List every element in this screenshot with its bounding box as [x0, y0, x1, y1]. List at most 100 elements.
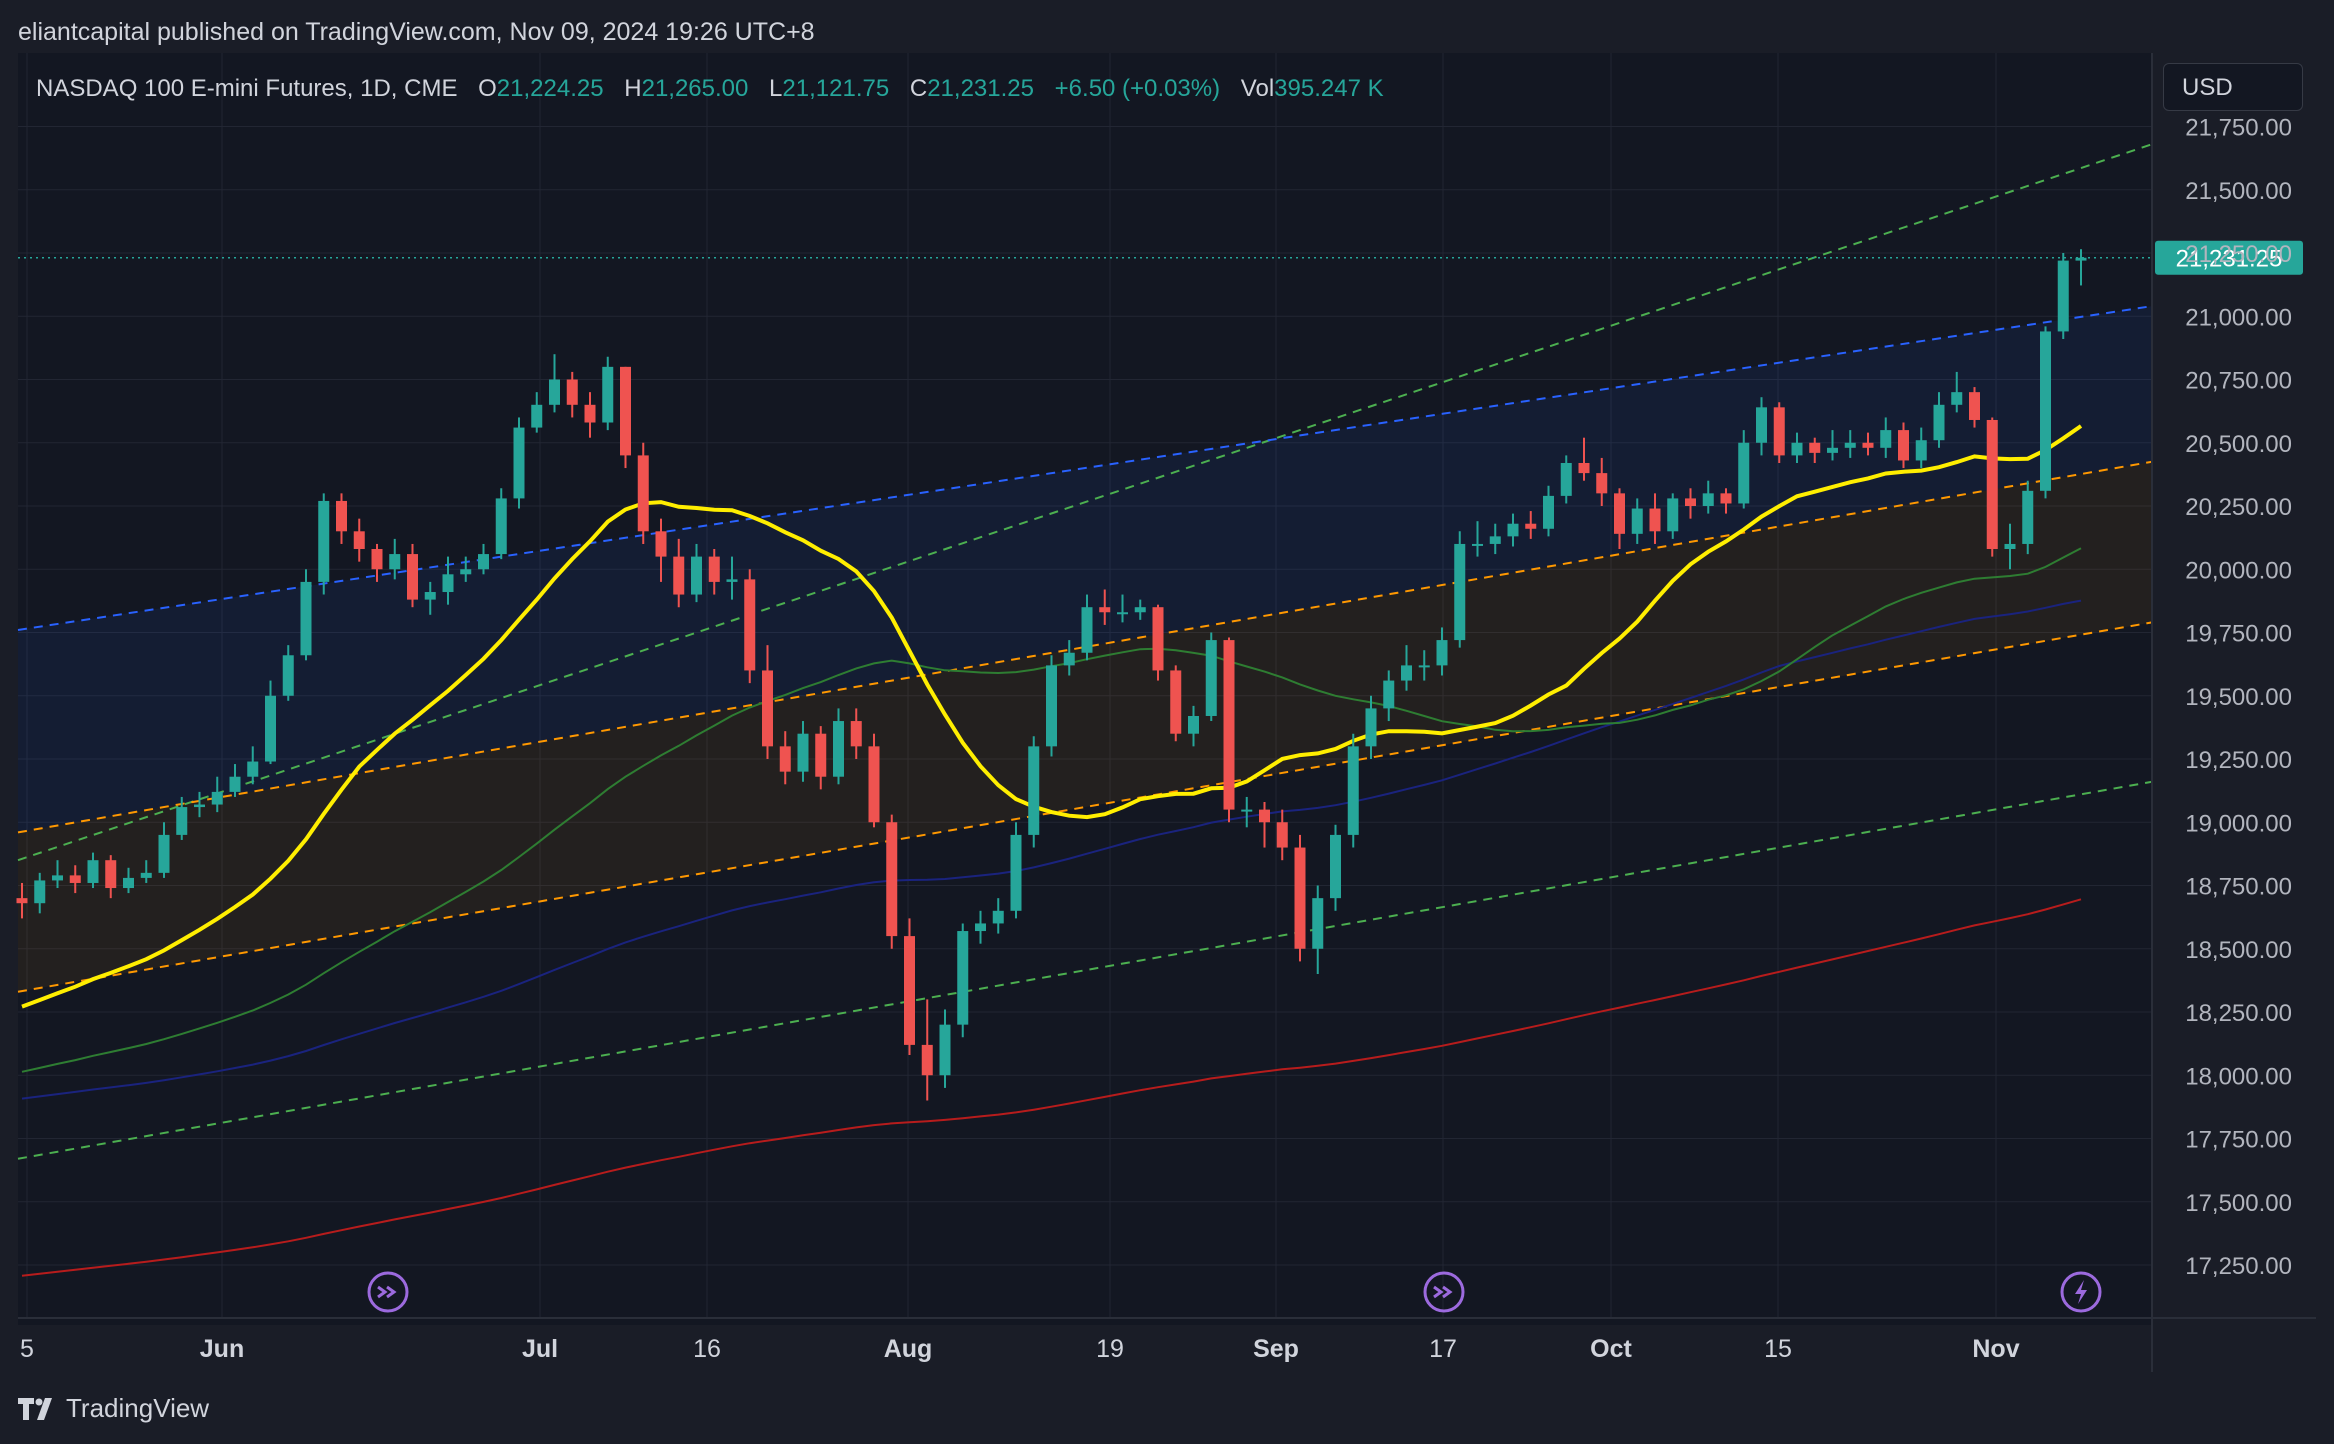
candle-body [1791, 442, 1803, 456]
price-tick-label: 20,000.00 [2185, 557, 2292, 584]
close-value: 21,231.25 [927, 75, 1034, 102]
volume-label: Vol [1240, 75, 1275, 102]
candle [957, 923, 969, 1038]
candle [921, 999, 933, 1101]
candle [974, 910, 987, 944]
candle [903, 918, 916, 1056]
candle-body [229, 776, 241, 792]
candle-body [1507, 523, 1519, 537]
symbol-name: NASDAQ 100 E-mini Futures, 1D, CME [36, 75, 458, 102]
lower-channel-line [17, 621, 2153, 993]
event-markers [367, 1271, 2102, 1313]
ma-100-line [21, 599, 2082, 1100]
economic-event-icon[interactable] [367, 1271, 409, 1313]
candle [424, 581, 436, 615]
candle [1631, 498, 1643, 544]
candlesticks [16, 249, 2087, 1101]
candle-body [1596, 473, 1608, 494]
candle-body [2004, 543, 2016, 550]
lower-band-fill [18, 461, 2152, 992]
candle [619, 366, 632, 469]
chart-area[interactable] [18, 53, 2152, 1325]
candle [726, 556, 738, 600]
last-price-line: 21,231.25 [18, 240, 2303, 275]
candle [637, 442, 649, 544]
candle [318, 493, 330, 595]
candle-body [158, 834, 170, 873]
earnings-flash-icon-ring [2060, 1271, 2102, 1313]
economic-event-icon-glyph [377, 1285, 397, 1299]
candle [1276, 809, 1288, 861]
candle-body [690, 556, 703, 595]
candle [1347, 733, 1359, 848]
candle-body [1187, 715, 1200, 734]
candle [389, 538, 401, 580]
candle [1436, 627, 1448, 676]
candle-body [1542, 495, 1555, 529]
candle [1578, 437, 1590, 481]
candle [1081, 594, 1093, 661]
candle [886, 814, 898, 949]
economic-event-icon[interactable] [1423, 1271, 1465, 1313]
candle-body [1436, 640, 1448, 666]
high-value: 21,265.00 [641, 75, 749, 102]
candle-body [1897, 430, 1910, 461]
candle-body [2075, 257, 2087, 261]
candle-body [673, 556, 685, 595]
high-label: H [624, 75, 642, 102]
candle-body [921, 1044, 933, 1076]
candle-body [105, 860, 117, 889]
candle-body [353, 531, 365, 550]
candle-body [1720, 493, 1732, 504]
candle-body [193, 804, 206, 808]
candle-body [371, 549, 383, 570]
economic-event-icon-glyph [1433, 1285, 1453, 1299]
candle [1099, 589, 1111, 625]
candle-body [1312, 898, 1324, 949]
candle [815, 726, 827, 790]
candle-body [602, 366, 614, 423]
publish-line: eliantcapital published on TradingView.c… [18, 18, 815, 46]
candle [1028, 736, 1040, 848]
candle [371, 543, 383, 582]
candle [1294, 834, 1306, 962]
candle [1613, 488, 1626, 550]
time-tick-label: 5 [20, 1335, 34, 1363]
candle [2004, 523, 2016, 570]
candle [1134, 599, 1146, 620]
earnings-flash-icon[interactable] [2060, 1271, 2102, 1313]
candle-body [619, 366, 632, 456]
candle [1152, 604, 1164, 681]
candle-body [1241, 809, 1253, 812]
candle-body [16, 898, 28, 904]
currency-button[interactable]: USD [2163, 63, 2303, 111]
candle-body [513, 427, 525, 499]
candle-body [1116, 612, 1129, 615]
candle [868, 733, 880, 828]
candle [1844, 430, 1856, 458]
candle-body [850, 721, 862, 747]
candle [34, 872, 46, 914]
candle-body [1099, 607, 1111, 613]
candle [1471, 521, 1484, 557]
footer-brand[interactable]: TradingView [18, 1393, 209, 1424]
economic-event-icon-ring [367, 1271, 409, 1313]
candle-body [637, 455, 649, 532]
candle-body [1045, 665, 1058, 747]
candle [673, 538, 685, 608]
candle [1170, 665, 1182, 742]
candle-body [1134, 607, 1146, 613]
candle-body [1418, 665, 1430, 668]
candle [531, 392, 543, 433]
candle-body [1844, 442, 1856, 448]
candle-body [1329, 834, 1342, 899]
candle [939, 1009, 951, 1088]
candle-body [1400, 665, 1413, 681]
candle-body [477, 554, 490, 570]
upper-outer-line [17, 143, 2153, 862]
price-tick-label: 18,000.00 [2185, 1063, 2292, 1090]
candle-body [140, 872, 152, 878]
candle [1400, 645, 1413, 691]
candle-body [1880, 430, 1892, 448]
